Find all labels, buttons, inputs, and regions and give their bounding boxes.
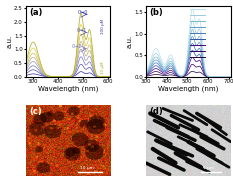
Text: 10 μm: 10 μm <box>80 166 94 170</box>
Text: (a): (a) <box>29 8 42 17</box>
Text: 100 μM: 100 μM <box>101 19 105 34</box>
Text: (d): (d) <box>149 107 163 116</box>
Text: 1 μm: 1 μm <box>203 166 214 170</box>
Text: 0→2: 0→2 <box>72 44 82 49</box>
Text: (c): (c) <box>29 107 42 116</box>
Text: 0→0: 0→0 <box>78 10 88 15</box>
X-axis label: Wavelength (nm): Wavelength (nm) <box>38 86 98 92</box>
Text: 10 μM: 10 μM <box>101 62 105 74</box>
Y-axis label: a.u.: a.u. <box>7 34 13 48</box>
Text: (b): (b) <box>149 8 163 17</box>
Text: 0→1: 0→1 <box>77 28 87 33</box>
Y-axis label: a.u.: a.u. <box>127 34 133 48</box>
X-axis label: Wavelength (nm): Wavelength (nm) <box>158 86 219 92</box>
